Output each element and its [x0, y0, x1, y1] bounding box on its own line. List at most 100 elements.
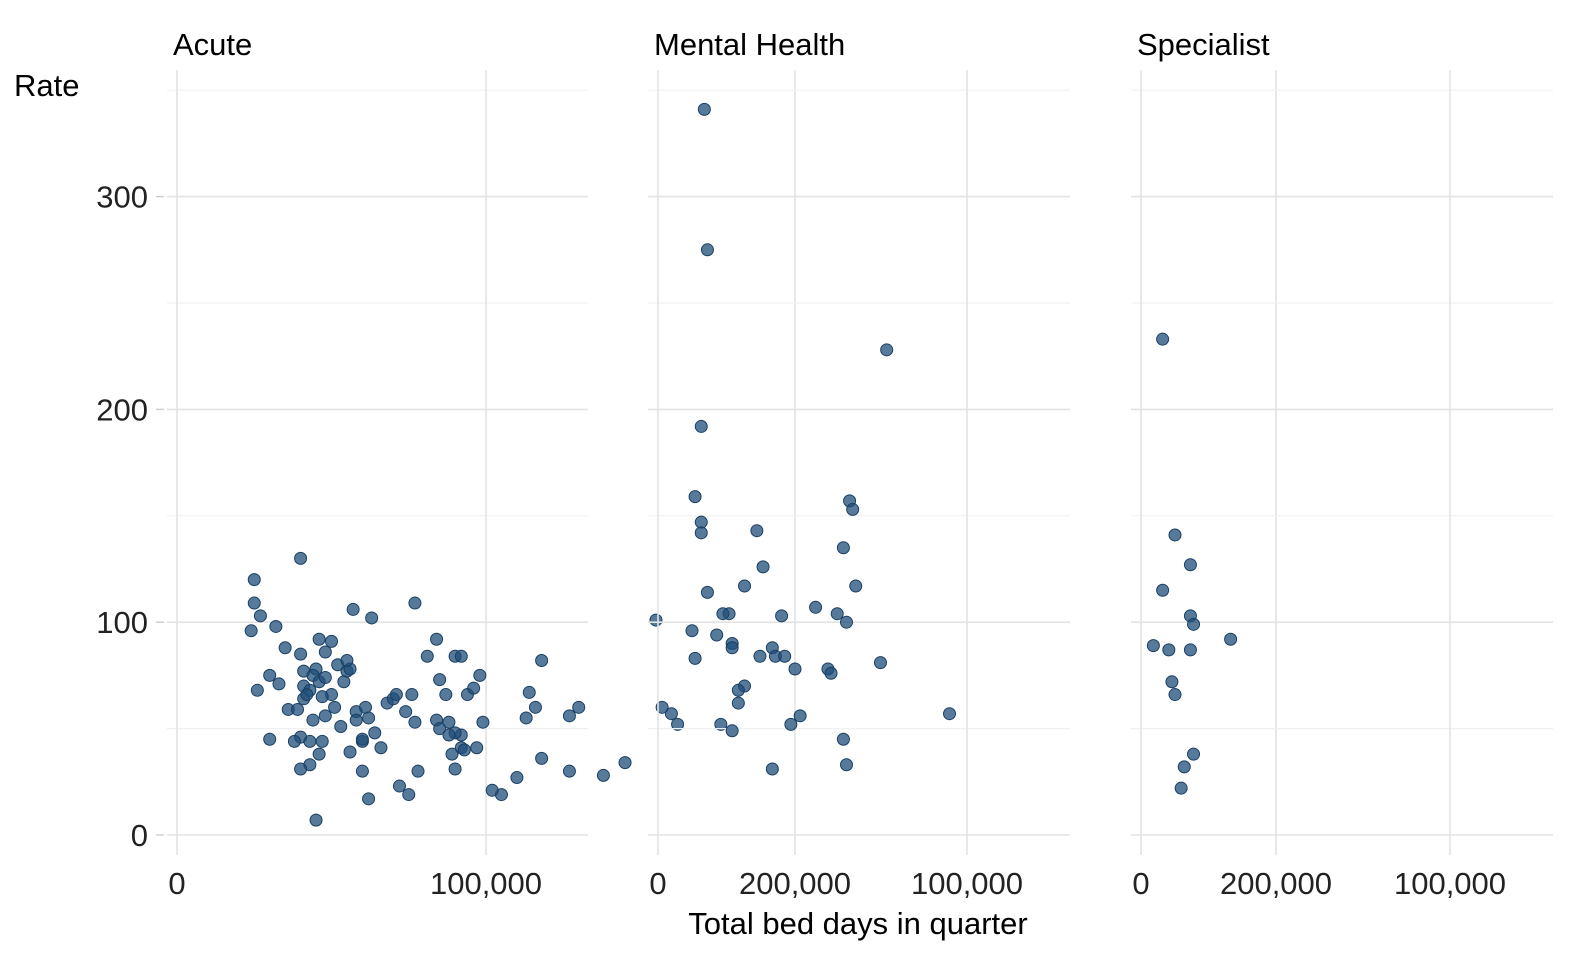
data-point [368, 726, 382, 740]
data-point [775, 609, 789, 623]
data-point [328, 700, 342, 714]
data-point [535, 751, 549, 765]
data-point [374, 741, 388, 755]
data-point [788, 662, 802, 676]
data-point [671, 717, 685, 731]
data-point [473, 668, 487, 682]
data-point [731, 696, 745, 710]
data-point [700, 585, 714, 599]
facet-panel-specialist: Specialist 0 100,000 200,000 [1131, 27, 1553, 901]
data-point [846, 502, 860, 516]
data-point [1183, 558, 1197, 572]
data-point [349, 713, 363, 727]
data-point [355, 764, 369, 778]
data-point [562, 764, 576, 778]
data-point [420, 649, 434, 663]
x-tick-label: 100,000 [430, 866, 542, 901]
facet-panel-acute: Acute 0 100,000 200,000 [167, 27, 956, 901]
data-point [340, 654, 354, 668]
data-point [315, 690, 329, 704]
data-point [402, 788, 416, 802]
y-tick-label: 300 [96, 180, 148, 215]
y-axis-title: Rate [14, 68, 79, 103]
data-point [291, 702, 305, 716]
data-point [725, 641, 739, 655]
data-point [873, 656, 887, 670]
data-point [572, 700, 586, 714]
data-point [522, 685, 536, 699]
data-point [731, 683, 745, 697]
data-point [244, 624, 258, 638]
data-point [312, 747, 326, 761]
data-point [778, 649, 792, 663]
data-point [618, 756, 632, 770]
x-tick-label: 200,000 [1220, 866, 1332, 901]
data-point [756, 560, 770, 574]
data-point [485, 783, 499, 797]
data-point [445, 747, 459, 761]
data-point [655, 700, 669, 714]
data-point [664, 707, 678, 721]
data-point [467, 681, 481, 695]
y-tick-label: 200 [96, 392, 148, 427]
data-point [269, 619, 283, 633]
data-point [688, 490, 702, 504]
data-point [442, 715, 456, 729]
data-point [1168, 688, 1182, 702]
data-point [519, 711, 533, 725]
data-point [439, 688, 453, 702]
data-point [688, 651, 702, 665]
y-tick-label: 100 [96, 605, 148, 640]
data-point [714, 717, 728, 731]
data-point [278, 641, 292, 655]
data-point [346, 602, 360, 616]
data-point [476, 715, 490, 729]
data-point [315, 734, 329, 748]
data-point [433, 722, 447, 736]
data-point [392, 779, 406, 793]
data-point [809, 600, 823, 614]
data-point [247, 596, 261, 610]
data-point [943, 707, 956, 721]
data-point [294, 551, 308, 565]
data-point [753, 649, 767, 663]
data-point [362, 711, 376, 725]
x-tick-label: 100,000 [911, 866, 1023, 901]
data-point [562, 709, 576, 723]
data-point [294, 762, 308, 776]
data-point [528, 700, 542, 714]
data-point [1187, 617, 1201, 631]
x-tick-label: 0 [168, 866, 185, 901]
data-point [309, 813, 323, 827]
data-point [1183, 643, 1197, 657]
data-point [399, 705, 413, 719]
x-tick-label: 100,000 [1394, 866, 1506, 901]
data-point [697, 102, 711, 116]
x-tick-label: 200,000 [739, 866, 851, 901]
data-point [365, 611, 379, 625]
y-tick-label: 0 [131, 818, 148, 853]
data-point [247, 573, 261, 587]
data-point [738, 579, 752, 593]
data-point [694, 526, 708, 540]
data-point [358, 700, 372, 714]
data-point [343, 745, 357, 759]
data-point [306, 713, 320, 727]
data-point [294, 647, 308, 661]
data-point [250, 683, 264, 697]
x-tick-label: 0 [649, 866, 666, 901]
data-point [750, 524, 764, 538]
data-point [287, 734, 301, 748]
data-point [596, 768, 610, 782]
data-point [836, 541, 850, 555]
data-point [824, 666, 838, 680]
data-point [1177, 760, 1191, 774]
data-point [337, 675, 351, 689]
data-point [457, 743, 471, 757]
data-point [716, 607, 730, 621]
data-point [470, 741, 484, 755]
data-point [318, 671, 332, 685]
data-point [836, 732, 850, 746]
data-point [1156, 583, 1170, 597]
